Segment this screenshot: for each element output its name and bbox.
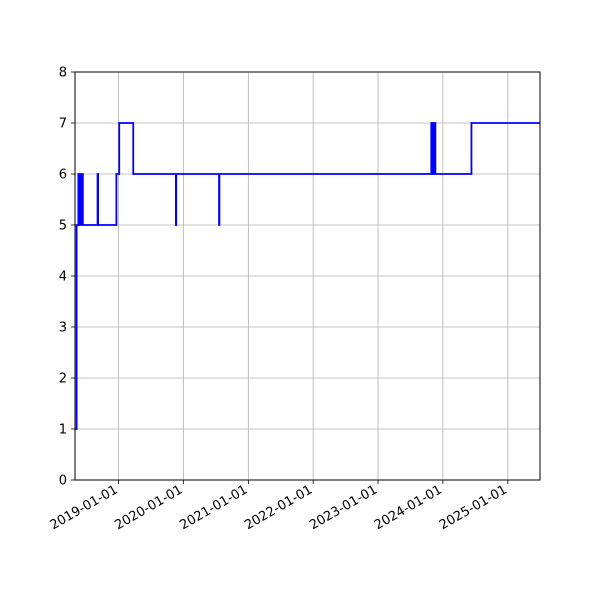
x-tick-label: 2025-01-01: [437, 482, 510, 533]
y-tick-label: 6: [59, 168, 67, 183]
y-tick-label: 3: [59, 321, 67, 336]
series-line: [75, 122, 540, 430]
x-tick-label: 2023-01-01: [307, 482, 380, 533]
grid: [75, 71, 540, 481]
y-axis: 0 1 2 3 4 5 6 7 8: [59, 66, 75, 489]
y-tick-label: 2: [59, 372, 67, 387]
x-tick-label: 2019-01-01: [48, 482, 121, 533]
x-tick-label: 2022-01-01: [242, 482, 315, 533]
x-tick-label: 2024-01-01: [372, 482, 445, 533]
y-tick-label: 5: [59, 219, 67, 234]
y-tick-label: 7: [59, 117, 67, 132]
series-group: [75, 122, 540, 430]
x-tick-label: 2021-01-01: [177, 482, 250, 533]
x-tick-label: 2020-01-01: [112, 482, 185, 533]
y-tick-label: 1: [59, 423, 67, 438]
y-tick-label: 0: [59, 474, 67, 489]
y-tick-label: 8: [59, 66, 67, 81]
x-axis: 2019-01-012020-01-012021-01-012022-01-01…: [48, 480, 510, 533]
y-tick-label: 4: [59, 270, 67, 285]
